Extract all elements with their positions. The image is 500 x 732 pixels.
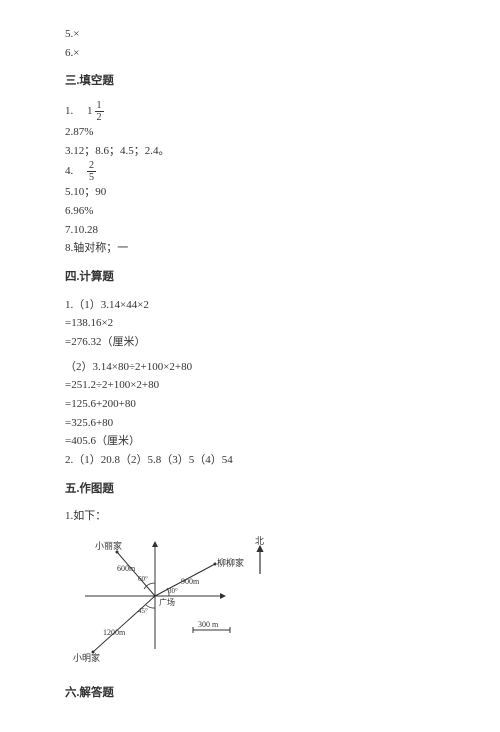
sec4-l8: =405.6（厘米）: [65, 432, 435, 451]
lbl-1200m: 1200m: [103, 628, 126, 637]
fraction-icon: 1 2: [95, 100, 104, 123]
sec4-l7: =325.6+80: [65, 414, 435, 433]
sec3-q1-prefix: 1.: [65, 105, 84, 117]
sec4-l1: 1.（1）3.14×44×2: [65, 296, 435, 315]
sec4-l4: （2）3.14×80÷2+100×2+80: [65, 358, 435, 377]
lbl-900m: 900m: [181, 577, 200, 586]
fraction-num: 1: [95, 100, 104, 112]
fraction-den: 5: [87, 172, 96, 183]
section-5-title: 五.作图题: [65, 480, 435, 500]
lbl-guangchang: 广场: [159, 597, 175, 607]
lbl-a1: 60°: [138, 575, 148, 583]
fraction-den: 2: [95, 112, 104, 123]
sec3-q8: 8.轴对称；一: [65, 239, 435, 258]
sec4-l5: =251.2÷2+100×2+80: [65, 376, 435, 395]
sec3-q7: 7.10.28: [65, 221, 435, 240]
fraction-num: 2: [87, 160, 96, 172]
sec4-l6: =125.6+200+80: [65, 395, 435, 414]
sec3-q6: 6.96%: [65, 202, 435, 221]
sec3-q1: 1. 1 1 2: [65, 100, 435, 123]
fraction-icon: 2 5: [87, 160, 96, 183]
sec3-q2: 2.87%: [65, 123, 435, 142]
sec5-l1: 1.如下：: [65, 507, 435, 526]
item-6: 6.×: [65, 44, 435, 63]
lbl-a2: 30°: [168, 587, 178, 595]
sec3-q4-prefix: 4.: [65, 165, 84, 177]
sec4-l3: =276.32（厘米）: [65, 333, 435, 352]
lbl-xiaoli: 小丽家: [95, 540, 122, 551]
section-6-title: 六.解答题: [65, 684, 435, 704]
lbl-north: 北: [255, 536, 264, 546]
diagram-svg: 小丽家 柳柳家 小明家 广场 600m 900m 300 m 1200m 60°…: [65, 534, 275, 664]
sec3-q5: 5.10；90: [65, 183, 435, 202]
section-4-title: 四.计算题: [65, 268, 435, 288]
lbl-600m: 600m: [117, 564, 136, 573]
sec4-l9: 2.（1）20.8（2）5.8（3）5（4）54: [65, 451, 435, 470]
mixed-fraction: 1 1 2: [87, 100, 104, 123]
sec3-q4: 4. 2 5: [65, 160, 435, 183]
item-5: 5.×: [65, 25, 435, 44]
section-3-title: 三.填空题: [65, 72, 435, 92]
sec4-l2: =138.16×2: [65, 314, 435, 333]
sec3-q3: 3.12；8.6；4.5；2.4。: [65, 142, 435, 161]
lbl-xiaoming: 小明家: [73, 652, 100, 663]
lbl-liuliu: 柳柳家: [217, 557, 244, 568]
direction-diagram: 小丽家 柳柳家 小明家 广场 600m 900m 300 m 1200m 60°…: [65, 534, 275, 664]
fraction-whole: 1: [87, 102, 93, 121]
lbl-a3: 45°: [138, 607, 148, 615]
lbl-300m: 300 m: [198, 620, 219, 629]
